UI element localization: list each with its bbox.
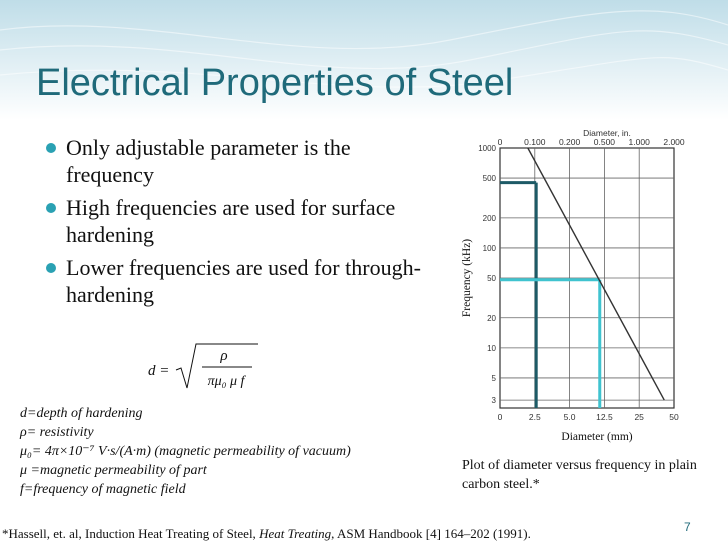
y-tick-label: 10 — [487, 344, 496, 353]
y-tick-label: 3 — [492, 396, 497, 405]
definition-line: ρ= resistivity — [20, 425, 94, 440]
top-tick-label: 0.100 — [524, 137, 546, 147]
footnote-prefix: *Hassell, et. al, Induction Heat Treatin… — [2, 526, 260, 541]
x-tick-label: 5.0 — [564, 412, 576, 422]
y-tick-label: 200 — [483, 214, 497, 223]
top-tick-label: 0 — [498, 137, 503, 147]
definition-line: d=depth of hardening — [20, 406, 143, 421]
bullet-icon — [46, 203, 56, 213]
bullet-text: High frequencies are used for surface ha… — [66, 195, 396, 247]
chart-caption: Plot of diameter versus frequency in pla… — [462, 458, 697, 492]
bullet-text: Only adjustable parameter is the frequen… — [66, 135, 351, 187]
top-tick-label: 0.500 — [594, 137, 616, 147]
bullet-item: Only adjustable parameter is the frequen… — [44, 134, 444, 188]
footnote: *Hassell, et. al, Induction Heat Treatin… — [2, 526, 531, 542]
bullet-icon — [46, 263, 56, 273]
y-tick-label: 1000 — [478, 144, 496, 153]
series-line — [527, 147, 665, 401]
x-tick-label: 0 — [498, 412, 503, 422]
bullet-item: Lower frequencies are used for through-h… — [44, 254, 444, 308]
top-tick-label: 2.000 — [663, 137, 685, 147]
bullet-icon — [46, 143, 56, 153]
footnote-italic: Heat Treating — [259, 526, 332, 541]
top-tick-label: 0.200 — [559, 137, 581, 147]
x-axis-label: Diameter (mm) — [561, 431, 632, 443]
definition-line: f=frequency of magnetic field — [20, 482, 186, 497]
y-tick-label: 20 — [487, 314, 496, 323]
depth-formula: d = ρ πμ₀ μ f — [148, 343, 258, 389]
x-tick-label: 25 — [634, 412, 644, 422]
header-banner — [0, 0, 728, 120]
x-tick-label: 12.5 — [596, 412, 613, 422]
formula-numerator: ρ — [219, 348, 227, 364]
y-tick-label: 500 — [483, 174, 497, 183]
x-tick-label: 50 — [669, 412, 679, 422]
footnote-suffix: , ASM Handbook [4] 164–202 (1991). — [331, 526, 531, 541]
y-tick-label: 5 — [492, 374, 497, 383]
radical-sign — [175, 343, 258, 389]
page-number: 7 — [684, 520, 691, 534]
y-tick-label: 50 — [487, 274, 496, 283]
y-tick-label: 100 — [483, 244, 497, 253]
frequency-diameter-chart: 0 2.5 5.0 12.5 25 500 0.100 0.200 0.500 1.000 2.00… — [461, 130, 685, 443]
definition-line: μ₀= 4π×10⁻⁷ V·s/(A·m) (magnetic permeabi… — [20, 444, 351, 459]
x-tick-label: 2.5 — [529, 412, 541, 422]
formula-lhs: d = — [148, 363, 169, 379]
bullet-text: Lower frequencies are used for through-h… — [66, 255, 421, 307]
bullet-item: High frequencies are used for surface ha… — [44, 194, 444, 248]
top-axis-label: Diameter, in. — [583, 130, 631, 138]
slide-title: Electrical Properties of Steel — [36, 62, 514, 104]
definitions: d=depth of hardening ρ= resistivity μ₀= … — [20, 404, 351, 499]
formula-denominator: πμ₀ μ f — [208, 374, 247, 389]
y-axis-label: Frequency (kHz) — [461, 239, 473, 317]
definition-line: μ =magnetic permeability of part — [20, 463, 207, 478]
bullet-list: Only adjustable parameter is the frequen… — [44, 134, 444, 314]
top-tick-label: 1.000 — [629, 137, 651, 147]
